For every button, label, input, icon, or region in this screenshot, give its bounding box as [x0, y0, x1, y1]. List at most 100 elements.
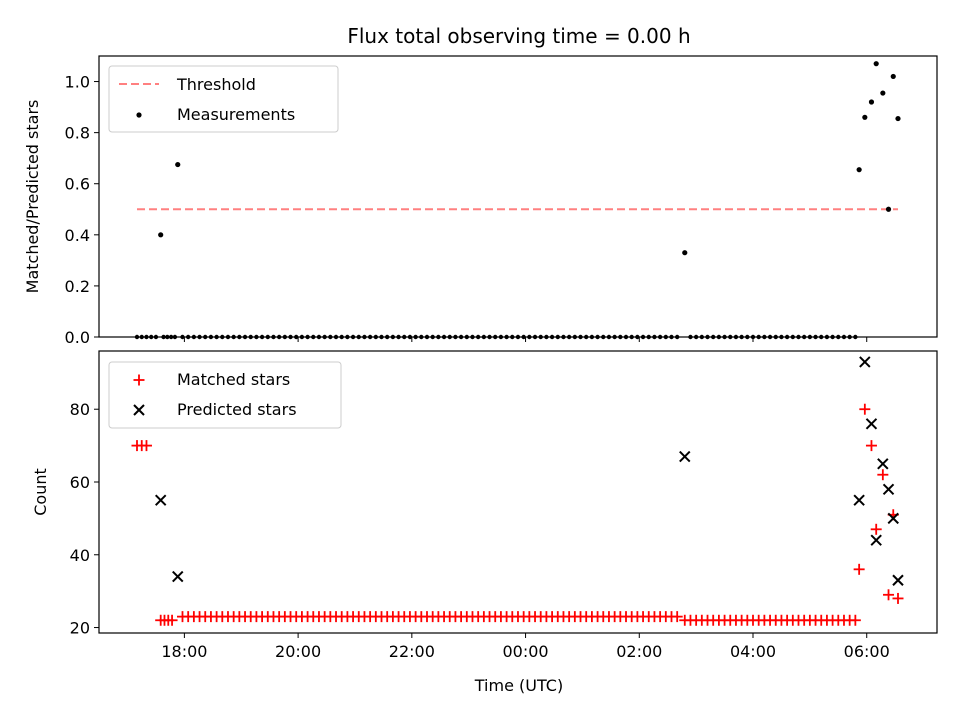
- predicted-star-point: [882, 483, 895, 495]
- x-tick-label: 18:00: [161, 642, 207, 661]
- cross-b: [679, 450, 691, 463]
- measurement-point: [722, 334, 727, 340]
- measurement-point: [396, 334, 401, 340]
- measurement-point: [487, 334, 492, 340]
- measurement-point: [663, 334, 669, 340]
- measurement-point: [885, 206, 892, 212]
- matched-star-point: [877, 469, 889, 481]
- measurement-point: [841, 334, 847, 340]
- cross-b: [853, 494, 865, 506]
- measurement-point: [601, 334, 606, 340]
- measurement-point: [299, 334, 305, 340]
- measurement-point: [220, 334, 225, 340]
- legend-cross: [133, 404, 145, 416]
- measurement-point: [161, 334, 166, 340]
- measurement-point: [339, 334, 344, 340]
- measurement-point: [510, 334, 515, 340]
- matched-star-point: [849, 614, 861, 626]
- measurement-point: [699, 334, 705, 340]
- y-tick-label: 0.6: [65, 175, 90, 194]
- y-tick-label: 0.0: [65, 328, 90, 347]
- measurement-point: [716, 334, 722, 340]
- x-axis-label: Time (UTC): [474, 676, 563, 695]
- measurement-point: [373, 334, 379, 340]
- measurement-point: [419, 334, 424, 340]
- predicted-star-point: [859, 356, 871, 368]
- matched-star-point: [166, 614, 178, 626]
- measurement-point: [527, 334, 532, 340]
- measurement-point: [646, 334, 651, 340]
- measurement-point: [584, 334, 589, 340]
- predicted-star-point: [892, 574, 904, 586]
- measurement-point: [688, 334, 693, 340]
- bottom-panel: 20 40 60 80 18:00 20:00 22:00 00:00 02:00 04:00 0…: [31, 350, 938, 695]
- measurement-point: [328, 334, 333, 340]
- measurement-point: [168, 334, 174, 340]
- measurement-point: [532, 334, 538, 340]
- predicted-star-point: [870, 534, 882, 546]
- measurement-point: [538, 334, 543, 340]
- measurement-point: [175, 161, 181, 168]
- measurement-point: [819, 334, 824, 340]
- measurement-point: [779, 334, 784, 340]
- measurement-point: [413, 334, 418, 340]
- measurement-point: [139, 334, 144, 340]
- matched-star-point: [853, 563, 865, 575]
- measurement-point: [657, 334, 663, 340]
- measurement-point: [350, 334, 356, 340]
- measurement-point: [464, 334, 469, 340]
- measurement-point: [572, 334, 578, 340]
- measurement-point: [237, 334, 242, 340]
- measurement-point: [242, 334, 248, 340]
- measurement-point: [790, 334, 796, 340]
- cross-b: [870, 534, 882, 546]
- x-tick-label: 04:00: [730, 642, 776, 661]
- measurement-point: [231, 334, 236, 340]
- measurement-point: [801, 334, 807, 340]
- measurement-point: [294, 334, 299, 340]
- matched-star-point: [883, 589, 895, 601]
- measurement-point: [144, 334, 149, 340]
- y-tick-label: 20: [70, 619, 90, 638]
- measurement-point: [813, 334, 818, 340]
- matched-star-point: [892, 592, 904, 604]
- measurement-point: [623, 334, 629, 340]
- measurement-point: [172, 334, 178, 340]
- bottom-legend-box: [108, 361, 342, 429]
- measurement-point: [498, 334, 504, 340]
- y-tick-label: 60: [70, 473, 90, 492]
- measurement-point: [762, 334, 767, 340]
- matched-star-point: [671, 611, 683, 623]
- measurement-point: [225, 334, 231, 340]
- measurement-point: [728, 334, 733, 340]
- matched-star-point: [859, 403, 871, 415]
- top-panel: 0.0 0.2 0.4 0.6 0.8 1.0 Matched/Predicted sta…: [23, 55, 938, 347]
- measurement-point: [430, 334, 435, 340]
- x-tick-label: 06:00: [844, 642, 890, 661]
- measurement-point: [629, 334, 634, 340]
- measurement-point: [618, 334, 623, 340]
- measurement-point: [515, 334, 521, 340]
- measurement-point: [384, 334, 390, 340]
- measurement-point: [578, 334, 583, 340]
- measurement-point: [640, 334, 646, 340]
- predicted-star-point: [154, 494, 167, 506]
- x-tick-label: 22:00: [389, 642, 435, 661]
- cross-b: [887, 512, 899, 525]
- measurement-point: [873, 61, 879, 67]
- measurement-point: [566, 334, 572, 340]
- measurement-point: [836, 334, 841, 340]
- measurement-point: [652, 334, 657, 340]
- measurement-point: [153, 334, 159, 340]
- measurement-point: [149, 334, 154, 340]
- cross-b: [892, 574, 904, 586]
- matched-star-point: [140, 440, 152, 452]
- cross-b: [877, 458, 889, 470]
- measurement-point: [458, 334, 464, 340]
- measurement-point: [185, 334, 191, 340]
- x-tick-label: 00:00: [503, 642, 549, 661]
- cross-b: [865, 418, 878, 430]
- measurement-point: [710, 334, 716, 340]
- measurement-point: [824, 334, 830, 340]
- cross-b: [172, 570, 184, 583]
